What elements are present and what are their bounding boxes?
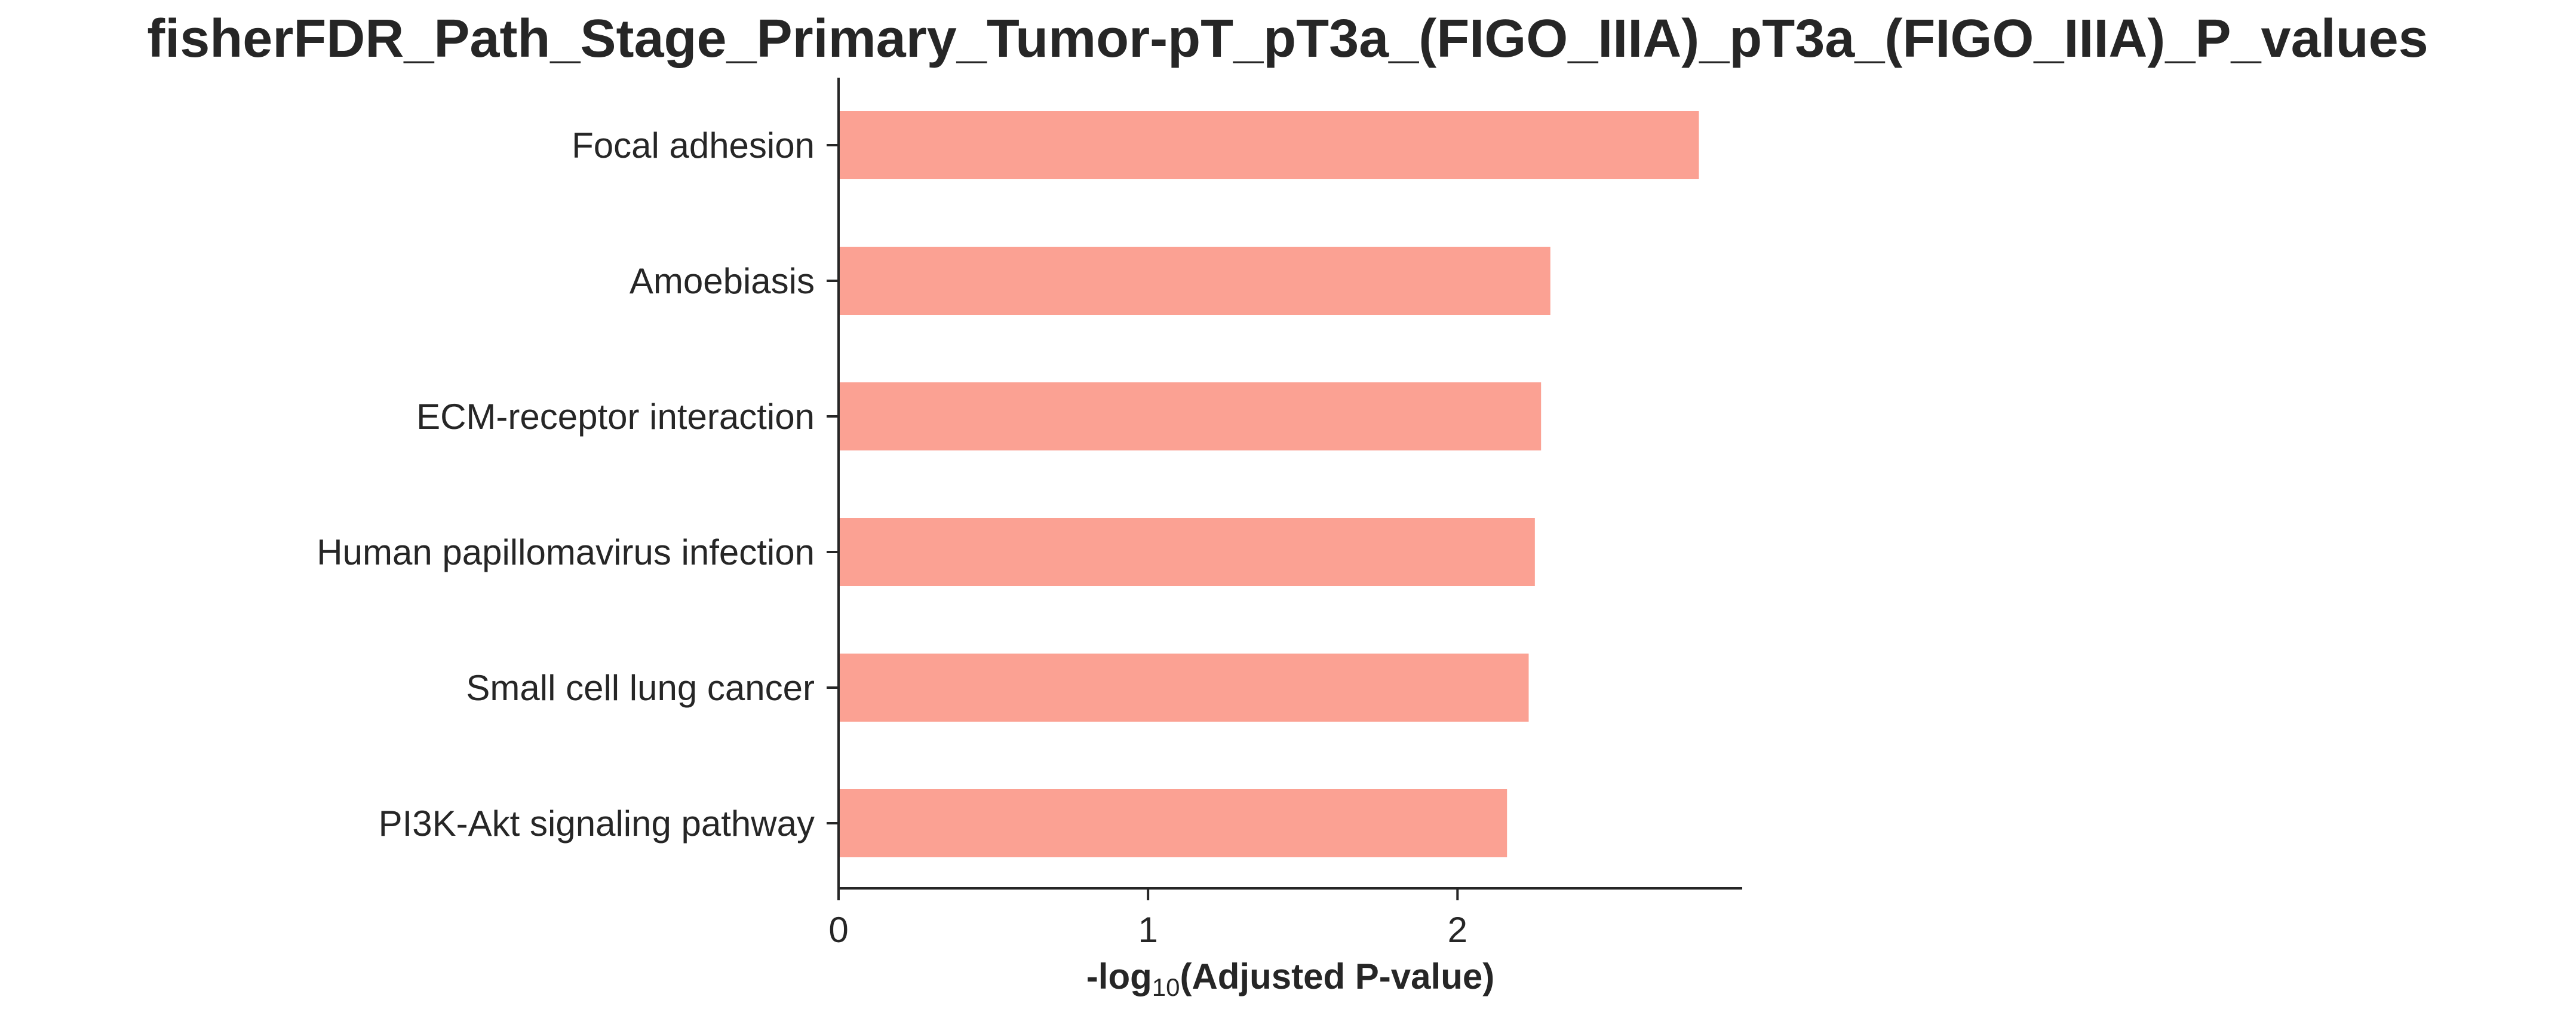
bar: [839, 654, 1529, 722]
bar: [839, 789, 1507, 857]
category-label: Human papillomavirus infection: [317, 532, 815, 572]
x-axis-title: -log10(Adjusted P-value): [1086, 956, 1494, 1001]
x-tick-label: 1: [1138, 910, 1157, 950]
category-label: PI3K-Akt signaling pathway: [379, 804, 815, 844]
category-label: Amoebiasis: [630, 261, 815, 301]
x-tick-label: 0: [828, 910, 848, 950]
category-label: Focal adhesion: [572, 125, 815, 165]
category-label: ECM-receptor interaction: [416, 397, 815, 437]
x-tick-label: 2: [1448, 910, 1467, 950]
chart-title: fisherFDR_Path_Stage_Primary_Tumor-pT_pT…: [147, 9, 2428, 69]
bar: [839, 382, 1542, 450]
x-axis-title-prefix: -log: [1086, 956, 1152, 996]
x-axis-title-suffix: (Adjusted P-value): [1180, 956, 1494, 996]
x-axis-ticks: 0 1 2: [828, 888, 1467, 950]
category-label: Small cell lung cancer: [466, 668, 815, 708]
bar: [839, 111, 1699, 179]
bar: [839, 518, 1535, 586]
category-labels: Focal adhesion Amoebiasis ECM-receptor int…: [317, 125, 839, 844]
bars-group: [839, 111, 1699, 857]
x-axis-title-subscript: 10: [1152, 973, 1180, 1001]
bar: [839, 247, 1550, 315]
